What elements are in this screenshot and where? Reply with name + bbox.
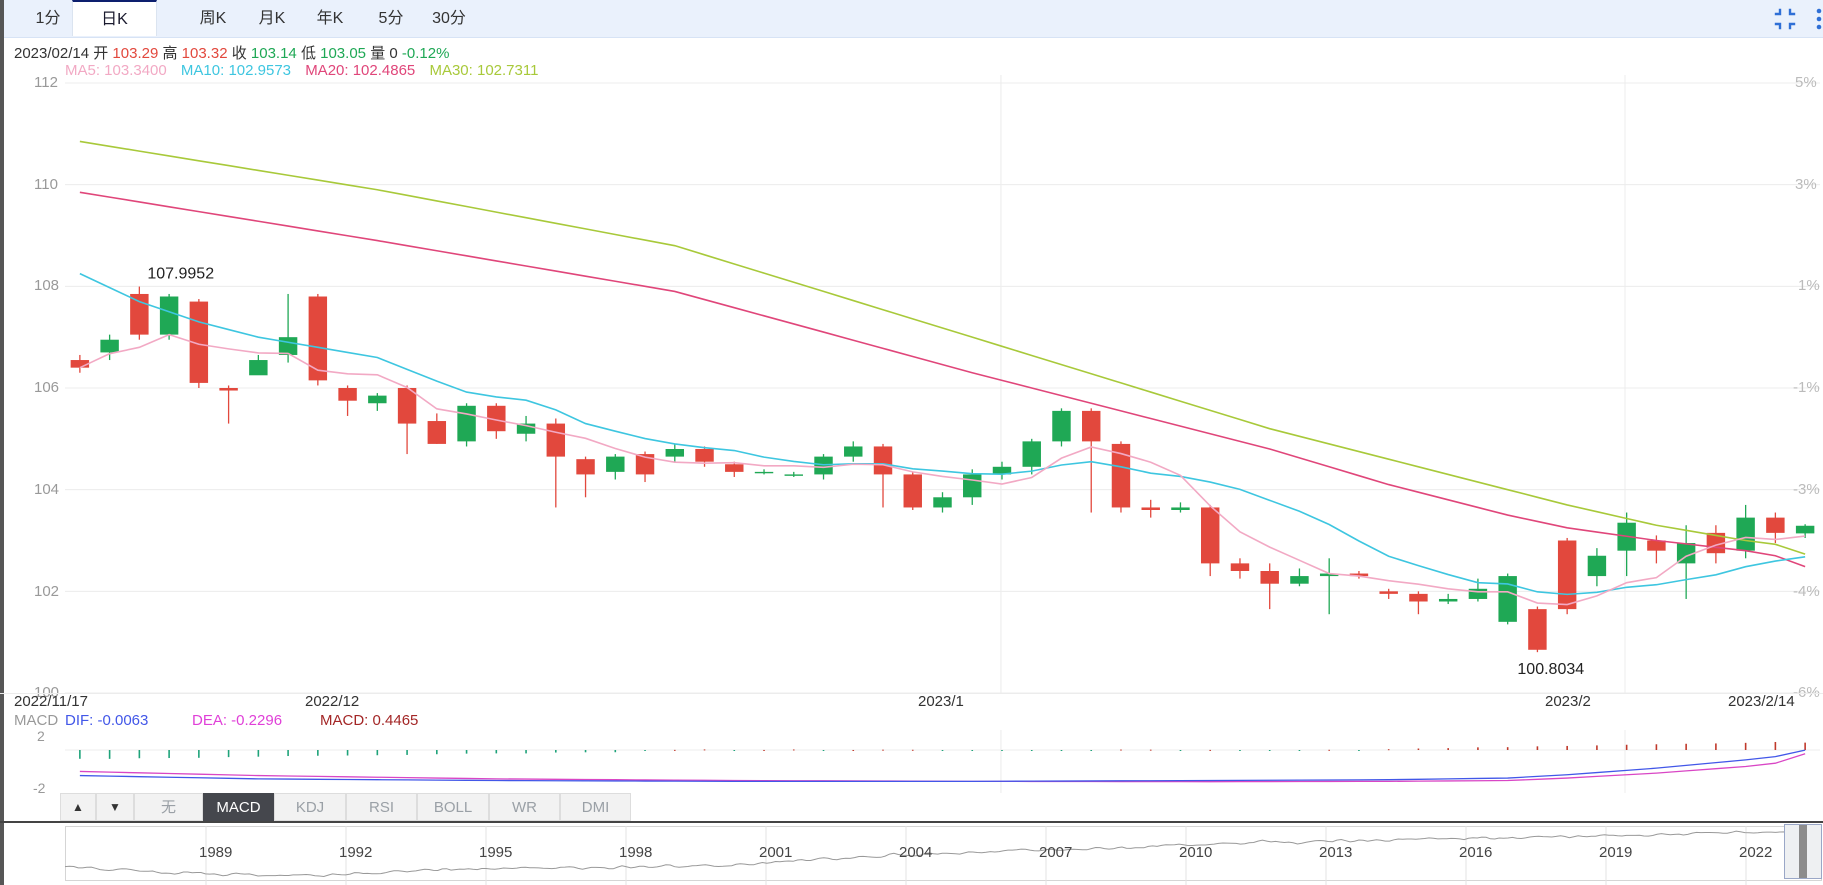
svg-text:107.9952: 107.9952 bbox=[147, 266, 214, 283]
svg-text:100.8034: 100.8034 bbox=[1517, 661, 1584, 678]
